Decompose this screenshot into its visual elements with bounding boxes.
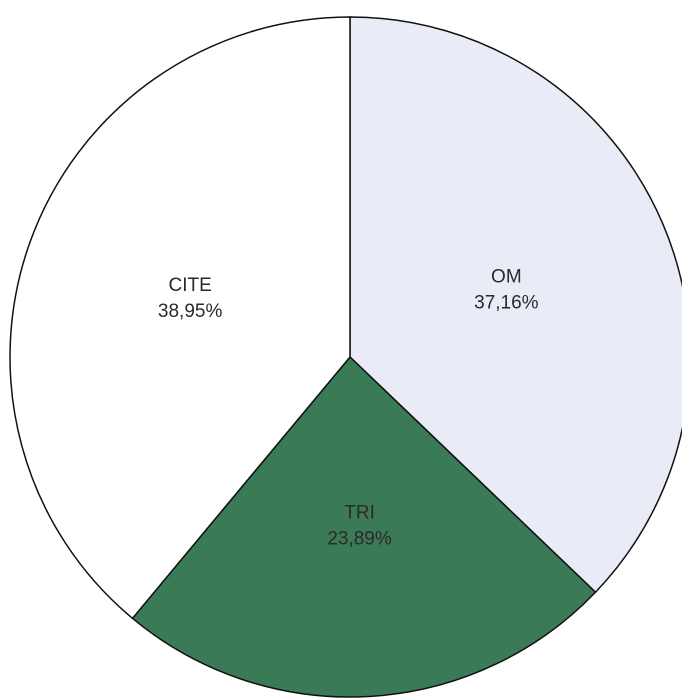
slice-name: CITE [169, 275, 212, 296]
pie-slice [131, 355, 597, 698]
pie-slice [349, 16, 682, 594]
slice-value-label: 23,89% [327, 529, 392, 550]
pie-slice [9, 16, 351, 620]
slice-name: TRI [344, 503, 375, 524]
slice-value-label: 38,95% [158, 301, 223, 322]
slice-value-label: 37,16% [474, 292, 539, 313]
slice-name: OM [491, 266, 522, 287]
